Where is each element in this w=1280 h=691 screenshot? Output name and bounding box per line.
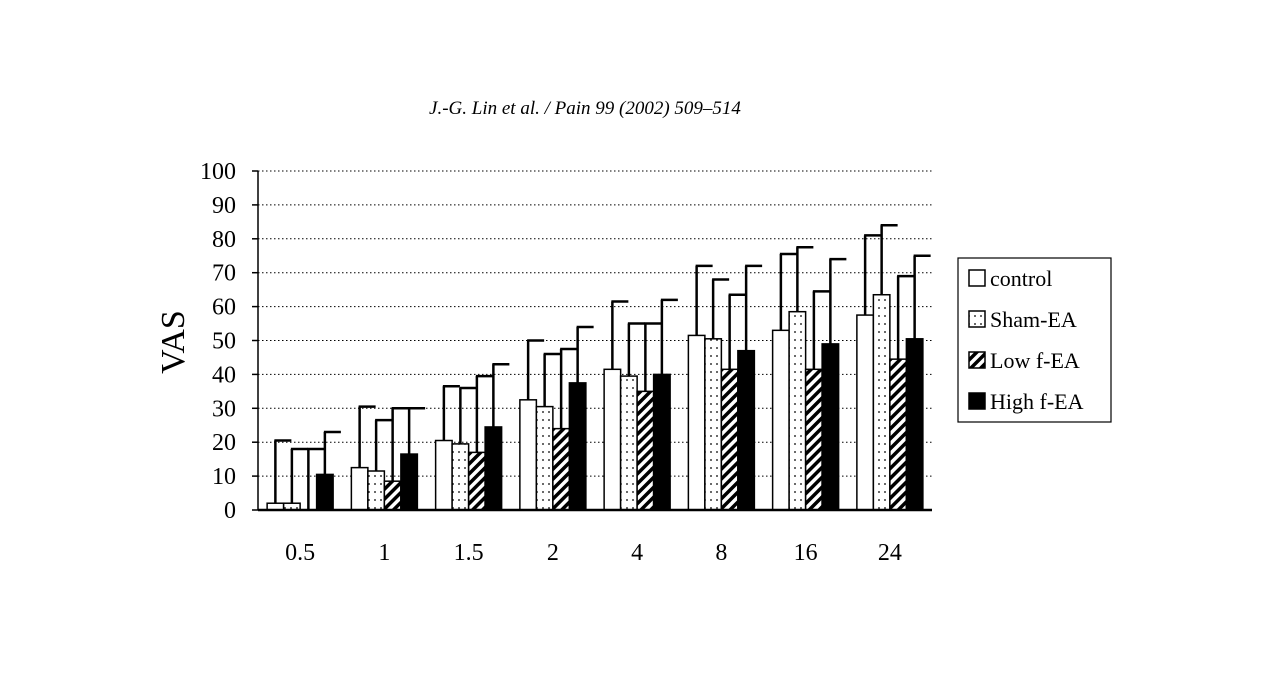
bar bbox=[535, 405, 554, 511]
y-tick-label: 70 bbox=[212, 261, 236, 287]
bar bbox=[687, 334, 706, 511]
y-tick-label: 10 bbox=[212, 464, 236, 490]
legend-label: control bbox=[990, 266, 1052, 291]
bar bbox=[519, 399, 538, 511]
bar bbox=[568, 382, 587, 511]
y-tick-label: 90 bbox=[212, 193, 236, 219]
bar bbox=[434, 439, 453, 511]
gridlines bbox=[258, 170, 932, 477]
y-tick-label: 60 bbox=[212, 295, 236, 321]
legend-swatch bbox=[968, 351, 986, 369]
legend-swatch bbox=[968, 269, 986, 287]
x-tick-label: 4 bbox=[631, 540, 643, 566]
y-tick-label: 50 bbox=[212, 329, 236, 355]
bar bbox=[872, 293, 891, 511]
bar bbox=[315, 473, 334, 511]
bar bbox=[603, 368, 622, 511]
bar bbox=[652, 373, 671, 511]
x-tick-label: 16 bbox=[794, 540, 818, 566]
bar bbox=[720, 368, 739, 511]
bar bbox=[737, 349, 756, 511]
y-tick-label: 80 bbox=[212, 227, 236, 253]
bar bbox=[889, 358, 908, 511]
y-tick-label: 100 bbox=[200, 159, 236, 185]
x-tick-label: 1.5 bbox=[454, 540, 484, 566]
bar bbox=[451, 443, 470, 511]
x-tick-label: 1 bbox=[378, 540, 390, 566]
bar bbox=[350, 466, 369, 511]
bar bbox=[636, 390, 655, 511]
bars bbox=[266, 223, 931, 511]
bar bbox=[467, 451, 486, 511]
bar bbox=[788, 310, 807, 511]
legend: control Sham-EA Low f-EA High f-EA bbox=[957, 257, 1112, 423]
citation-header: J.-G. Lin et al. / Pain 99 (2002) 509–51… bbox=[429, 98, 741, 119]
bar bbox=[484, 426, 503, 511]
x-tick-label: 8 bbox=[715, 540, 727, 566]
y-axis-label: VAS bbox=[155, 310, 192, 374]
bar bbox=[821, 343, 840, 511]
legend-label: Low f-EA bbox=[990, 348, 1080, 373]
bar bbox=[804, 368, 823, 511]
y-tick-label: 0 bbox=[224, 498, 236, 524]
bar bbox=[905, 338, 924, 511]
legend-label: Sham-EA bbox=[990, 307, 1077, 332]
bar bbox=[552, 427, 571, 511]
bar bbox=[619, 375, 638, 511]
bar bbox=[400, 453, 419, 511]
bar bbox=[771, 329, 790, 511]
y-tick-label: 20 bbox=[212, 430, 236, 456]
legend-label: High f-EA bbox=[990, 389, 1084, 414]
y-tick-label: 40 bbox=[212, 362, 236, 388]
bar bbox=[367, 470, 386, 511]
y-tick-label: 30 bbox=[212, 396, 236, 422]
bar bbox=[856, 314, 875, 511]
bar bbox=[383, 480, 402, 511]
x-tick-label: 0.5 bbox=[285, 540, 315, 566]
x-tick-label: 24 bbox=[878, 540, 902, 566]
legend-swatch bbox=[968, 392, 986, 410]
legend-swatch bbox=[968, 310, 986, 328]
bar bbox=[704, 338, 723, 511]
x-tick-label: 2 bbox=[547, 540, 559, 566]
